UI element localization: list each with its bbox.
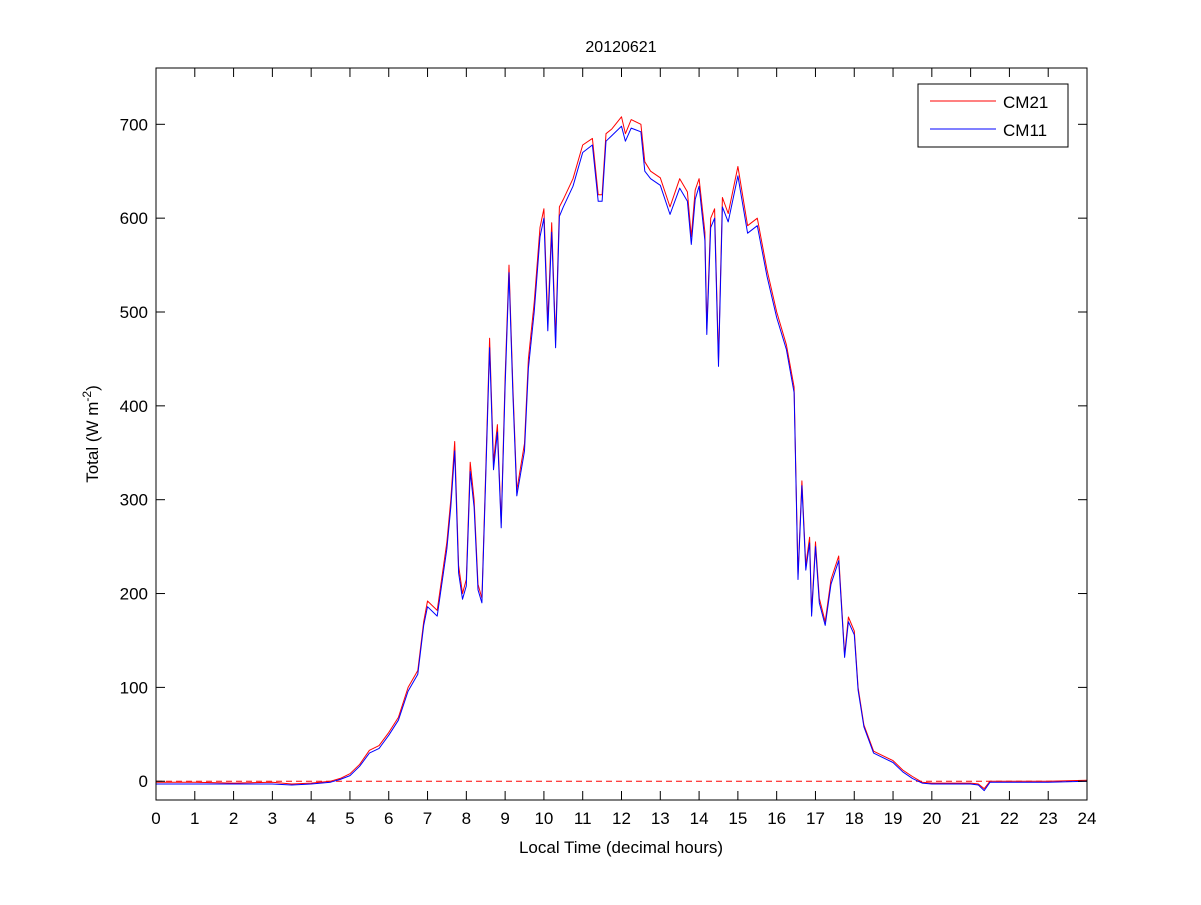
x-tick-label: 19 [884,809,903,828]
series-line-cm21 [156,116,1088,790]
x-tick-label: 8 [462,809,471,828]
plot-area [156,116,1088,792]
x-tick-label: 0 [151,809,160,828]
x-tick-label: 23 [1039,809,1058,828]
x-tick-label: 2 [229,809,238,828]
series-line-cm11 [156,125,1088,792]
chart-title: 20120621 [585,39,656,56]
x-tick-label: 20 [922,809,941,828]
y-tick-label: 0 [139,772,148,791]
x-tick-label: 9 [500,809,509,828]
x-tick-label: 18 [845,809,864,828]
y-axis-label-sup: -2 [80,391,94,402]
legend-label-cm21: CM21 [1003,93,1048,112]
x-tick-label: 16 [767,809,786,828]
x-tick-label: 17 [806,809,825,828]
y-axis-label: Total (W m-2) [80,385,102,483]
axis-ticks: 0 1 2 3 4 5 6 7 8 9 10 11 12 13 14 15 16 17 18 19 20 21 22 23 24… [120,68,1097,828]
x-tick-label: 21 [961,809,980,828]
y-tick-label: 400 [120,397,148,416]
x-tick-label: 24 [1078,809,1097,828]
y-tick-label: 600 [120,209,148,228]
y-axis-label-end: ) [83,385,102,391]
x-tick-label: 12 [612,809,631,828]
y-tick-label: 100 [120,678,148,697]
x-tick-label: 11 [574,809,592,828]
y-axis-label-main: Total (W m [83,402,102,483]
plot-frame [155,67,1088,801]
x-tick-label: 22 [1000,809,1019,828]
x-tick-label: 3 [268,809,277,828]
x-tick-label: 13 [651,809,670,828]
x-tick-label: 5 [345,809,354,828]
x-tick-label: 1 [190,809,199,828]
x-tick-label: 7 [423,809,432,828]
x-tick-label: 6 [384,809,393,828]
x-axis-label: Local Time (decimal hours) [519,838,723,857]
y-tick-label: 500 [120,303,148,322]
x-tick-label: 15 [728,809,747,828]
x-tick-label: 14 [690,809,709,828]
y-tick-label: 700 [120,115,148,134]
legend: CM21 CM11 [917,83,1069,148]
y-tick-label: 200 [120,585,148,604]
legend-label-cm11: CM11 [1003,121,1047,140]
x-tick-label: 10 [534,809,553,828]
y-tick-label: 300 [120,491,148,510]
x-tick-label: 4 [306,809,315,828]
legend-box [917,83,1069,148]
